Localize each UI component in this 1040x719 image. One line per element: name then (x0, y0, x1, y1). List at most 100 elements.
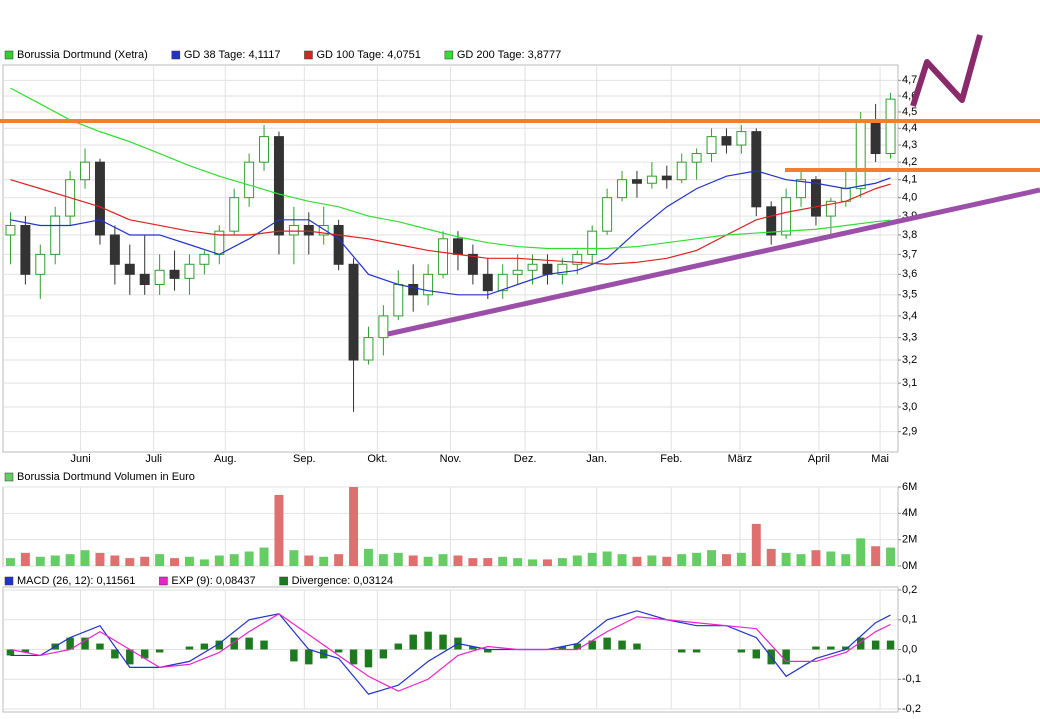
y-tick-label: 4,3 (902, 139, 917, 151)
y-tick-label: 3,1 (902, 377, 917, 389)
y-tick-label: 4,2 (902, 156, 917, 168)
candle-body (259, 136, 270, 163)
divergence-bar (126, 649, 134, 665)
divergence-bar (260, 640, 268, 650)
divergence-bar (484, 649, 492, 653)
legend-label: GD 200 Tage: 3,8777 (457, 49, 561, 61)
volume-bar (856, 538, 866, 566)
volume-bar (349, 487, 359, 566)
candle-body (885, 98, 896, 155)
divergence-bar (364, 649, 373, 668)
divergence-bar (856, 637, 865, 650)
legend-swatch (279, 576, 288, 586)
x-tick-label: März (728, 453, 752, 465)
volume-bar (244, 551, 254, 566)
legend-label: GD 100 Tage: 4,0751 (316, 49, 420, 61)
candle-body (855, 119, 866, 190)
x-tick-label: Feb. (660, 453, 682, 465)
divergence-bar (752, 649, 761, 659)
volume-bar (677, 554, 687, 566)
volume-bar (662, 556, 672, 566)
x-tick-label: Juni (70, 453, 90, 465)
volume-bar (199, 559, 209, 566)
volume-bar (796, 554, 806, 566)
divergence-bar (200, 643, 209, 650)
volume-bar (721, 554, 731, 566)
candle-body (870, 119, 881, 155)
candle-body (482, 273, 493, 292)
volume-bar (334, 554, 344, 566)
legend-swatch (304, 50, 313, 60)
x-tick-label: Sep. (293, 453, 316, 465)
divergence-bar (21, 649, 30, 653)
divergence-bar (66, 637, 74, 650)
candle-body (393, 283, 404, 317)
legend-label: Borussia Dortmund (Xetra) (17, 49, 148, 61)
volume-bar (378, 554, 388, 566)
divergence-bar (588, 640, 596, 650)
candle-body (35, 253, 46, 275)
volume-bar (65, 554, 75, 566)
divergence-bar (886, 640, 895, 650)
candle-body (527, 263, 538, 271)
volume-bar (498, 556, 508, 566)
volume-bar (483, 558, 493, 566)
volume-bar (557, 558, 567, 566)
volume-bar (826, 551, 836, 566)
divergence-bar (379, 649, 388, 659)
volume-bar (184, 556, 194, 566)
y-tick-label: 3,7 (902, 248, 917, 260)
volume-bar (587, 552, 597, 566)
volume-bar (736, 552, 746, 566)
volume-bar (393, 552, 403, 566)
y-tick-label: 4,0 (902, 192, 917, 204)
x-tick-label: Okt. (367, 453, 387, 465)
volume-bar (408, 555, 418, 566)
candle-body (810, 179, 821, 217)
y-tick-label: 2,9 (902, 426, 917, 438)
volume-bar (513, 558, 523, 566)
candle-body (721, 136, 732, 146)
candle-body (109, 234, 120, 265)
y-tick-label: 0M (902, 560, 917, 572)
divergence-bar (692, 649, 701, 653)
x-tick-label: April (808, 453, 830, 465)
volume-bar (542, 559, 552, 566)
y-tick-label: 4,1 (902, 174, 917, 186)
divergence-bar (469, 646, 477, 650)
divergence-bar (96, 643, 104, 650)
volume-bar (110, 555, 120, 566)
y-tick-label: 3,4 (902, 310, 917, 322)
divergence-bar (305, 649, 313, 665)
candle-body (363, 337, 374, 361)
divergence-bar (558, 646, 567, 650)
volume-bar (214, 555, 224, 566)
volume-bar (647, 555, 657, 566)
candle-body (408, 283, 419, 296)
volume-bar (289, 550, 299, 566)
candle-body (423, 273, 434, 296)
volume-bar (886, 547, 896, 566)
candle-body (333, 224, 344, 265)
x-tick-label: Mai (871, 453, 889, 465)
volume-bar (632, 556, 642, 566)
candle-body (184, 263, 195, 279)
volume-bar (5, 558, 15, 566)
divergence-bar (349, 649, 358, 665)
candle-body (691, 153, 702, 163)
divergence-bar (245, 637, 253, 650)
candle-body (80, 161, 91, 181)
legend-swatch (4, 472, 14, 482)
candle-body (661, 175, 672, 181)
volume-bar (170, 558, 180, 566)
legend-label: GD 38 Tage: 4,1117 (184, 49, 281, 61)
x-tick-label: Jan. (586, 453, 607, 465)
divergence-bar (155, 649, 164, 653)
volume-bar (319, 556, 329, 566)
divergence-bar (737, 649, 746, 653)
candle-body (378, 315, 389, 339)
legend-label: Borussia Dortmund Volumen in Euro (17, 471, 195, 483)
divergence-bar (290, 649, 298, 662)
divergence-bar (603, 637, 611, 650)
legend-label: EXP (9): 0,08437 (171, 575, 255, 587)
